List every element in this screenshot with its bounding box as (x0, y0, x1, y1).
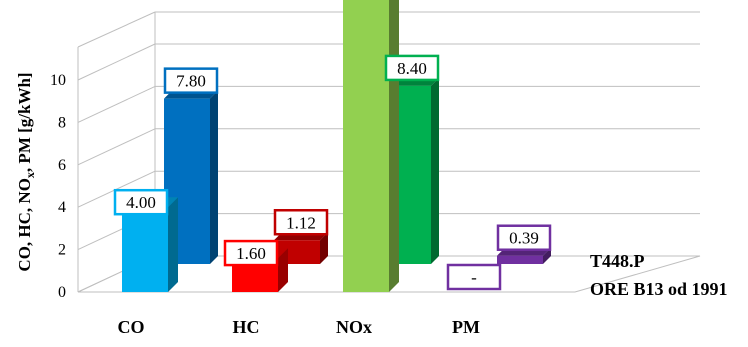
gridline (77, 85, 156, 123)
x-tick-label: NOx (336, 317, 372, 337)
y-tick-label: 6 (58, 157, 66, 174)
x-axis-categories: CO HC NOx PM (118, 317, 481, 337)
y-tick-label: 2 (58, 242, 66, 259)
legend-series-1: T448.P (590, 251, 645, 271)
bar-side (320, 232, 328, 264)
bar (343, 0, 399, 293)
bar-side (168, 197, 178, 292)
x-tick-label: HC (233, 317, 260, 337)
data-label: 1.12 (273, 209, 329, 236)
bar-front (122, 207, 168, 292)
data-label-text: 7.80 (176, 72, 206, 91)
data-label-box (223, 239, 279, 267)
data-label: 7.80 (163, 67, 219, 94)
gridline (77, 43, 156, 81)
legend: T448.P ORE B13 od 1991 (590, 251, 728, 299)
gridline (77, 128, 156, 166)
legend-series-2: ORE B13 od 1991 (590, 279, 728, 299)
bar-front (343, 0, 389, 293)
y-tick-label: 8 (58, 114, 66, 131)
y-tick-label: 0 (58, 284, 66, 301)
bar-side (431, 77, 439, 264)
data-label: 4.00 (113, 188, 169, 216)
data-label-box (496, 224, 552, 251)
y-tick-label: 10 (50, 72, 66, 89)
bar-side (210, 90, 218, 264)
data-label-box (384, 54, 440, 82)
data-label-text: 8.40 (397, 59, 427, 78)
bar-side (389, 0, 399, 292)
bar-side (543, 247, 551, 264)
data-label-text: 1.12 (286, 213, 316, 232)
data-label-box (273, 209, 329, 236)
y-tick-label: 4 (58, 199, 66, 216)
bars: 7.804.001.121.608.4016.000.39- (113, 0, 552, 293)
data-label-text: 0.39 (509, 229, 539, 248)
bar-side (278, 248, 288, 292)
y-axis-ticks: 0 2 4 6 8 10 (50, 72, 66, 301)
data-label-box (163, 67, 219, 94)
data-label-text: - (471, 268, 477, 287)
data-label: - (446, 263, 502, 291)
bar-front (497, 255, 543, 264)
wall-edge (77, 11, 156, 48)
data-label-box (446, 263, 502, 291)
data-label: 8.40 (384, 54, 440, 82)
data-label: 0.39 (496, 224, 552, 251)
x-tick-label: CO (118, 317, 145, 337)
data-label-text: 1.60 (236, 244, 266, 263)
data-label-box (113, 188, 169, 216)
x-tick-label: PM (452, 317, 480, 337)
data-label: 1.60 (223, 239, 279, 267)
data-label-text: 4.00 (126, 193, 156, 212)
y-axis-title: CO, HC, NOx, PM [g/kWh] (15, 72, 37, 271)
